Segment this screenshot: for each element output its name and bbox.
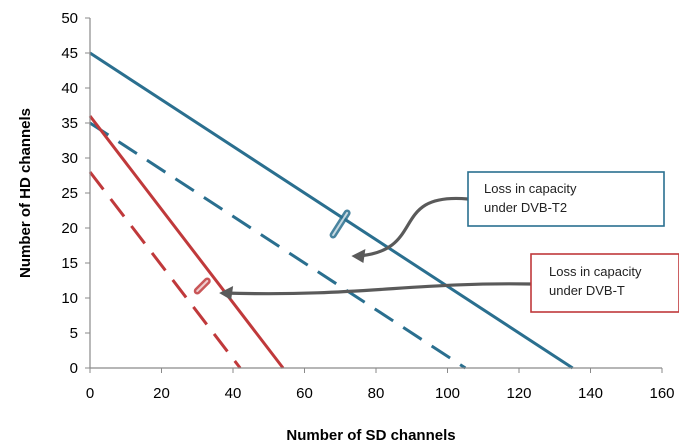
x-tick-label: 160 [649, 385, 674, 402]
x-tick-label: 120 [506, 385, 531, 402]
y-tick-label: 40 [61, 80, 78, 97]
y-tick-label: 45 [61, 45, 78, 62]
x-tick-label: 20 [153, 385, 170, 402]
y-tick-label: 50 [61, 10, 78, 27]
y-tick-label: 30 [61, 150, 78, 167]
callout-box-1 [467, 171, 665, 227]
series-lines [88, 51, 574, 370]
y-tick-label: 10 [61, 290, 78, 307]
tick-labels: 0 5 10 15 20 25 30 35 40 45 50 0 20 40 60 80 100 120 140 16… [61, 10, 674, 402]
x-tick-label: 60 [296, 385, 313, 402]
y-tick-label: 35 [61, 115, 78, 132]
axes [85, 17, 663, 373]
callout-box-2 [530, 253, 679, 313]
y-tick-label: 15 [61, 255, 78, 272]
x-tick-label: 80 [368, 385, 385, 402]
y-tick-label: 0 [70, 360, 78, 377]
x-tick-label: 140 [578, 385, 603, 402]
y-axis-title: Number of HD channels [17, 108, 34, 278]
callouts: Loss in capacity under DVB-T2 Loss in capa… [193, 171, 679, 313]
callout-text-line1: Loss in capacity [484, 181, 577, 196]
series-line-2 [89, 121, 467, 370]
y-tick-label: 20 [61, 220, 78, 237]
x-axis-title: Number of SD channels [286, 427, 455, 444]
callout-marker-highlight-1 [332, 212, 349, 236]
callout-arrow-2 [223, 282, 532, 296]
y-tick-label: 25 [61, 185, 78, 202]
series-line-4 [88, 171, 242, 369]
callout-text-line2: under DVB-T [549, 283, 625, 298]
callout-arrowhead-1 [351, 249, 366, 263]
x-tick-label: 100 [435, 385, 460, 402]
x-tick-label: 0 [86, 385, 94, 402]
y-tick-label: 5 [70, 325, 78, 342]
callout-marker-highlight-2 [196, 280, 209, 292]
x-tick-label: 40 [225, 385, 242, 402]
callout-arrow-1 [357, 196, 469, 258]
series-line-1 [89, 51, 574, 370]
callout-text-line1: Loss in capacity [549, 264, 642, 279]
callout-text-line2: under DVB-T2 [484, 200, 567, 215]
series-line-3 [88, 115, 285, 369]
callout-arrowhead-2 [219, 286, 234, 300]
